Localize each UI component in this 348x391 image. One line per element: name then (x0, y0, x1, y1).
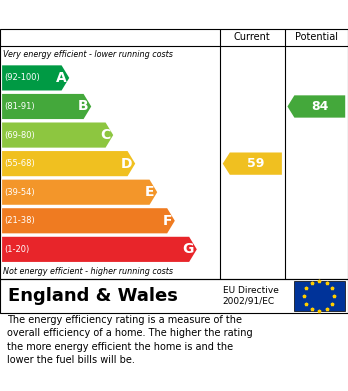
Polygon shape (2, 151, 135, 176)
Text: E: E (145, 185, 155, 199)
Text: England & Wales: England & Wales (8, 287, 177, 305)
Text: (69-80): (69-80) (4, 131, 35, 140)
Text: 59: 59 (247, 157, 264, 170)
Text: C: C (100, 128, 110, 142)
Text: Potential: Potential (295, 32, 338, 42)
Text: (21-38): (21-38) (4, 216, 35, 225)
Text: (55-68): (55-68) (4, 159, 35, 168)
Text: G: G (183, 242, 194, 256)
Polygon shape (2, 94, 91, 119)
Text: (1-20): (1-20) (4, 245, 30, 254)
Polygon shape (287, 95, 345, 118)
Text: D: D (121, 157, 133, 170)
Text: Current: Current (234, 32, 271, 42)
Polygon shape (2, 179, 157, 205)
Text: (92-100): (92-100) (4, 74, 40, 83)
Text: B: B (78, 99, 88, 113)
Polygon shape (2, 208, 175, 233)
Polygon shape (223, 152, 282, 175)
Polygon shape (2, 122, 113, 148)
Text: Very energy efficient - lower running costs: Very energy efficient - lower running co… (3, 50, 173, 59)
Text: F: F (163, 214, 172, 228)
Text: 84: 84 (311, 100, 329, 113)
Text: (81-91): (81-91) (4, 102, 35, 111)
Text: EU Directive
2002/91/EC: EU Directive 2002/91/EC (223, 286, 279, 306)
Text: (39-54): (39-54) (4, 188, 35, 197)
Polygon shape (2, 237, 197, 262)
Text: Not energy efficient - higher running costs: Not energy efficient - higher running co… (3, 267, 174, 276)
Bar (294, 281, 345, 311)
Text: The energy efficiency rating is a measure of the
overall efficiency of a home. T: The energy efficiency rating is a measur… (7, 315, 253, 365)
Polygon shape (2, 65, 69, 90)
Text: Energy Efficiency Rating: Energy Efficiency Rating (9, 7, 200, 21)
Text: A: A (56, 71, 66, 85)
